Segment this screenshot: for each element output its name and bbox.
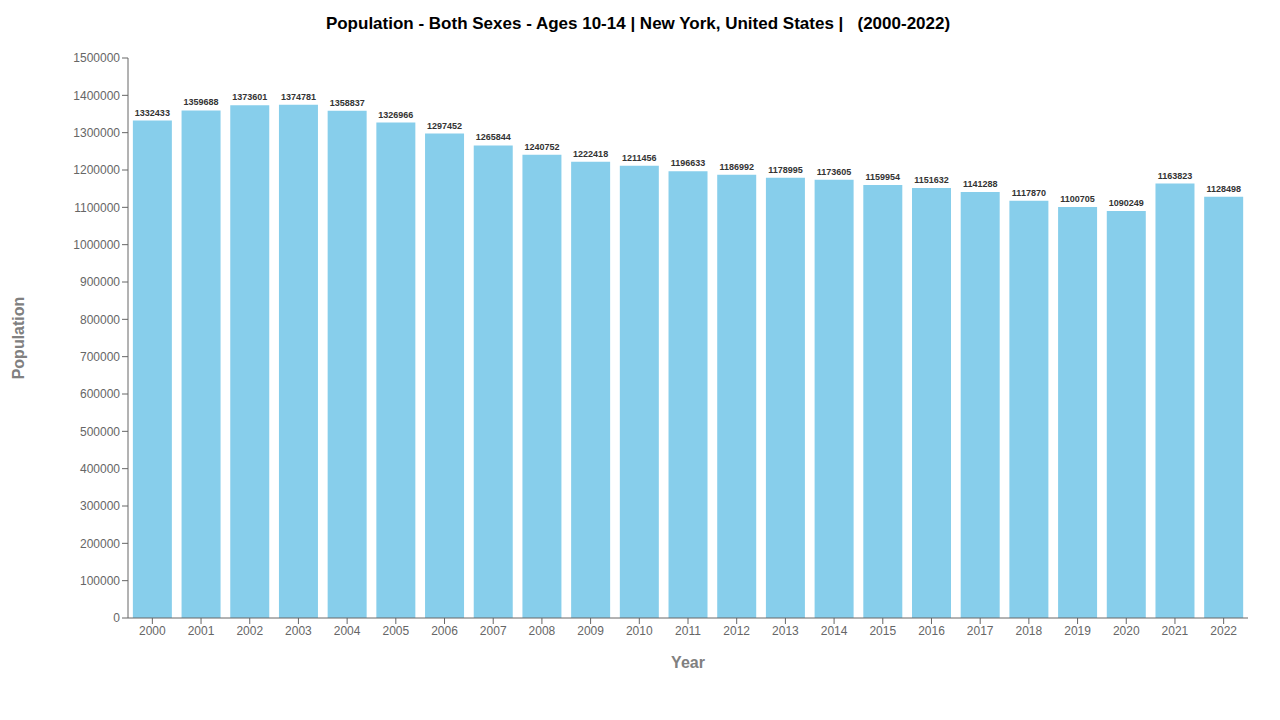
svg-text:2003: 2003 xyxy=(285,624,312,638)
svg-text:2002: 2002 xyxy=(236,624,263,638)
svg-text:Population: Population xyxy=(10,297,27,380)
svg-text:2008: 2008 xyxy=(529,624,556,638)
svg-text:1374781: 1374781 xyxy=(281,92,316,102)
svg-text:1196633: 1196633 xyxy=(671,158,706,168)
svg-text:1373601: 1373601 xyxy=(232,92,267,102)
svg-text:1000000: 1000000 xyxy=(73,238,120,252)
svg-text:2016: 2016 xyxy=(918,624,945,638)
svg-text:2010: 2010 xyxy=(626,624,653,638)
svg-text:2001: 2001 xyxy=(188,624,215,638)
svg-text:1211456: 1211456 xyxy=(622,153,657,163)
svg-text:2006: 2006 xyxy=(431,624,458,638)
svg-text:1240752: 1240752 xyxy=(524,142,559,152)
svg-text:1265844: 1265844 xyxy=(476,132,511,142)
svg-text:1222418: 1222418 xyxy=(573,149,608,159)
svg-text:100000: 100000 xyxy=(80,574,120,588)
svg-text:600000: 600000 xyxy=(80,387,120,401)
svg-text:2022: 2022 xyxy=(1210,624,1237,638)
svg-text:2017: 2017 xyxy=(967,624,994,638)
svg-text:1326966: 1326966 xyxy=(378,110,413,120)
svg-text:2009: 2009 xyxy=(577,624,604,638)
svg-text:1186992: 1186992 xyxy=(719,162,754,172)
svg-text:1159954: 1159954 xyxy=(866,172,901,182)
svg-text:1173605: 1173605 xyxy=(817,167,852,177)
svg-text:Year: Year xyxy=(671,654,705,671)
svg-text:1500000: 1500000 xyxy=(73,51,120,65)
svg-text:1358837: 1358837 xyxy=(330,98,365,108)
svg-text:2015: 2015 xyxy=(869,624,896,638)
svg-text:2013: 2013 xyxy=(772,624,799,638)
svg-text:1141288: 1141288 xyxy=(963,179,998,189)
svg-text:2018: 2018 xyxy=(1016,624,1043,638)
svg-text:0: 0 xyxy=(113,611,120,625)
svg-text:2021: 2021 xyxy=(1162,624,1189,638)
svg-text:2011: 2011 xyxy=(675,624,701,638)
svg-text:1100705: 1100705 xyxy=(1060,194,1095,204)
svg-text:2019: 2019 xyxy=(1064,624,1091,638)
svg-text:200000: 200000 xyxy=(80,537,120,551)
svg-text:2005: 2005 xyxy=(382,624,409,638)
svg-text:1151632: 1151632 xyxy=(914,175,949,185)
html-text:Population - Both Sexes - Ages: Population - Both Sexes - Ages 10-14 | N… xyxy=(325,14,951,33)
svg-text:1117870: 1117870 xyxy=(1012,188,1046,198)
svg-text:2014: 2014 xyxy=(821,624,848,638)
svg-text:1128498: 1128498 xyxy=(1206,184,1241,194)
svg-text:2007: 2007 xyxy=(480,624,507,638)
svg-text:1359688: 1359688 xyxy=(184,97,219,107)
svg-text:1200000: 1200000 xyxy=(73,163,120,177)
svg-text:2004: 2004 xyxy=(334,624,361,638)
svg-text:1332433: 1332433 xyxy=(135,108,170,118)
svg-text:2012: 2012 xyxy=(723,624,750,638)
svg-text:1178995: 1178995 xyxy=(768,165,803,175)
svg-text:1400000: 1400000 xyxy=(73,89,120,103)
svg-text:1300000: 1300000 xyxy=(73,126,120,140)
svg-text:500000: 500000 xyxy=(80,425,120,439)
svg-text:400000: 400000 xyxy=(80,462,120,476)
svg-text:900000: 900000 xyxy=(80,275,120,289)
svg-text:1100000: 1100000 xyxy=(74,201,120,215)
svg-text:700000: 700000 xyxy=(80,350,120,364)
svg-text:1163823: 1163823 xyxy=(1158,171,1193,181)
svg-text:1090249: 1090249 xyxy=(1109,198,1144,208)
svg-text:800000: 800000 xyxy=(80,313,120,327)
svg-text:2000: 2000 xyxy=(139,624,166,638)
svg-text:300000: 300000 xyxy=(80,499,120,513)
svg-text:2020: 2020 xyxy=(1113,624,1140,638)
svg-text:1297452: 1297452 xyxy=(427,121,462,131)
